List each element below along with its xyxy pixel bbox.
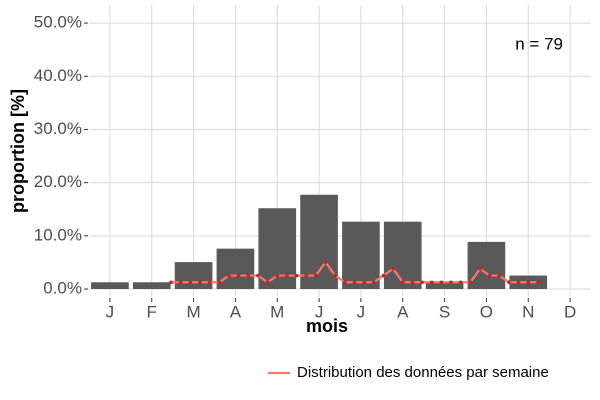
bar xyxy=(132,282,171,290)
x-tick-label: S xyxy=(439,302,450,321)
bar xyxy=(342,221,380,290)
weekly-point xyxy=(314,273,318,278)
weekly-point xyxy=(391,267,395,271)
weekly-point xyxy=(169,280,173,285)
weekly-point xyxy=(420,280,424,285)
annotation: n = 79 xyxy=(515,34,563,53)
weekly-point xyxy=(207,280,212,285)
bar xyxy=(425,282,464,290)
weekly-point xyxy=(188,280,193,285)
x-axis-title: mois xyxy=(306,316,348,336)
weekly-point xyxy=(246,273,251,278)
x-tick-label: F xyxy=(147,302,157,321)
x-tick-label: N xyxy=(522,302,534,321)
weekly-point xyxy=(304,273,309,278)
bar xyxy=(91,282,129,290)
x-tick-label: M xyxy=(270,302,284,321)
bar xyxy=(174,262,213,290)
x-tick-label: J xyxy=(315,302,324,321)
x-tick-label: O xyxy=(480,302,493,321)
weekly-point xyxy=(507,280,511,285)
weekly-point xyxy=(256,273,260,278)
weekly-point xyxy=(381,273,386,278)
weekly-point xyxy=(285,273,289,278)
weekly-point xyxy=(410,280,415,285)
weekly-point xyxy=(458,280,463,285)
weekly-point xyxy=(468,280,473,285)
weekly-point xyxy=(343,280,347,285)
bar xyxy=(216,248,255,290)
weekly-point xyxy=(439,280,444,285)
bar xyxy=(467,241,506,290)
weekly-point xyxy=(178,280,183,285)
weekly-point xyxy=(236,273,241,278)
x-tick-label: D xyxy=(564,302,576,321)
y-tick-label: 50.0% xyxy=(34,13,82,32)
weekly-point xyxy=(536,280,540,285)
weekly-point xyxy=(371,280,376,285)
x-tick-label: J xyxy=(106,302,115,321)
weekly-point xyxy=(198,280,202,285)
weekly-point xyxy=(294,273,299,278)
weekly-point xyxy=(362,280,366,285)
x-tick-label: A xyxy=(397,302,409,321)
y-tick-label: 10.0% xyxy=(34,225,82,244)
x-tick-label: A xyxy=(230,302,242,321)
weekly-point xyxy=(526,280,531,285)
weekly-point xyxy=(323,260,328,264)
weekly-point xyxy=(497,273,502,278)
y-tick-label: 40.0% xyxy=(34,66,82,85)
weekly-point xyxy=(265,280,270,285)
weekly-point xyxy=(227,273,231,278)
weekly-point xyxy=(275,273,280,278)
weekly-point xyxy=(400,280,405,285)
x-tick-label: M xyxy=(186,302,200,321)
y-tick-label: 30.0% xyxy=(34,119,82,138)
y-axis-title: proportion [%] xyxy=(8,89,28,213)
weekly-point xyxy=(333,273,337,278)
y-tick-label: 20.0% xyxy=(34,172,82,191)
weekly-point xyxy=(217,280,222,285)
y-tick-label: 0.0% xyxy=(43,279,82,298)
bar xyxy=(300,194,338,290)
x-tick-label: J xyxy=(357,302,366,321)
legend-label: Distribution des données par semaine xyxy=(297,364,549,381)
weekly-point xyxy=(352,280,357,285)
weekly-point xyxy=(449,280,453,285)
weekly-point xyxy=(478,267,482,271)
weekly-point xyxy=(516,280,521,285)
weekly-point xyxy=(429,280,434,285)
weekly-point xyxy=(487,273,492,278)
bar xyxy=(383,221,422,290)
